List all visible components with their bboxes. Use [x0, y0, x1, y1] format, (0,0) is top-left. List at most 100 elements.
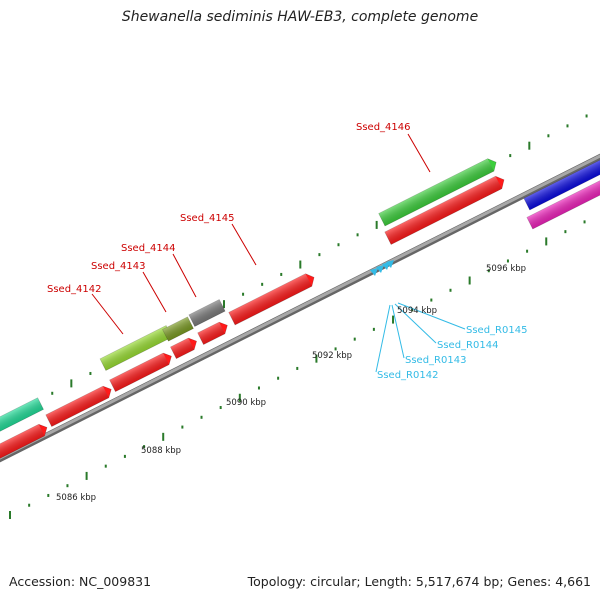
minor-tick	[526, 249, 529, 253]
gene-labels: Ssed_4142 Ssed_4143 Ssed_4144 Ssed_4145 …	[47, 122, 411, 295]
minor-tick	[449, 288, 452, 292]
minor-tick	[89, 371, 92, 375]
rrna-cluster[interactable]	[370, 260, 394, 276]
genome-features	[0, 156, 600, 459]
scale-label: 5092 kbp	[312, 351, 352, 361]
minor-tick	[318, 253, 321, 257]
scale-labels: 5086 kbp 5088 kbp 5090 kbp 5092 kbp 5094…	[56, 264, 526, 503]
cds-misc-teal-shade	[0, 397, 44, 439]
scale-label: 5088 kbp	[141, 446, 181, 456]
cds-reverse[interactable]	[45, 383, 114, 427]
pseudogene[interactable]	[188, 299, 226, 327]
accession-label: Accession: NC_009831	[9, 574, 152, 589]
cds-reverse-shade	[197, 322, 225, 345]
minor-tick	[585, 114, 588, 118]
leader-line	[397, 302, 466, 330]
minor-tick	[242, 292, 245, 296]
minor-tick	[277, 376, 280, 380]
minor-tick	[372, 327, 375, 331]
cds-forward[interactable]	[378, 156, 500, 227]
cds-reverse[interactable]	[109, 350, 175, 393]
minor-tick	[564, 230, 567, 234]
major-tick	[70, 379, 73, 388]
rrna-label[interactable]: Ssed_R0143	[405, 355, 466, 366]
major-tick	[238, 393, 241, 402]
cds-reverse-shade	[170, 338, 195, 359]
cds-reverse-shade	[45, 386, 109, 427]
cds-reverse-shade	[0, 424, 45, 459]
cds-reverse[interactable]	[228, 271, 317, 326]
cds-reverse[interactable]	[0, 422, 50, 459]
minor-tick	[219, 406, 222, 410]
minor-tick	[257, 386, 260, 390]
minor-tick	[509, 154, 512, 158]
minor-tick	[334, 347, 337, 351]
cds-reverse-shade	[109, 353, 170, 392]
major-tick	[392, 315, 395, 324]
minor-tick	[296, 366, 299, 370]
gene-label[interactable]: Ssed_4142	[47, 284, 102, 295]
gene-label[interactable]: Ssed_4143	[91, 261, 146, 272]
major-tick	[468, 276, 471, 285]
minor-tick	[547, 134, 550, 138]
map-title: Shewanella sediminis HAW-EB3, complete g…	[121, 9, 479, 25]
minor-tick	[506, 259, 509, 263]
minor-tick	[51, 391, 54, 395]
minor-tick	[353, 337, 356, 341]
minor-tick	[47, 493, 50, 497]
cds-misc-magenta-shade	[526, 176, 600, 230]
gene-label[interactable]: Ssed_4144	[121, 243, 176, 254]
genome-summary: Topology: circular; Length: 5,517,674 bp…	[247, 574, 591, 589]
rrna-arrow-icon	[376, 265, 384, 273]
cds-misc-olive-shade	[162, 316, 194, 342]
cds-misc-olive[interactable]	[162, 316, 194, 342]
major-tick	[315, 354, 318, 363]
minor-tick	[28, 503, 31, 507]
rrna-label[interactable]: Ssed_R0142	[377, 370, 438, 381]
major-tick	[85, 471, 88, 480]
leader-line	[407, 133, 431, 173]
leader-line	[231, 223, 257, 266]
cds-misc-blue[interactable]	[523, 157, 600, 211]
rrna-arrow-icon	[386, 260, 394, 268]
scale-label: 5094 kbp	[397, 306, 437, 316]
label-leader-lines	[91, 133, 466, 373]
tick-tracks	[9, 114, 588, 519]
minor-tick	[430, 298, 433, 302]
cds-reverse[interactable]	[170, 335, 199, 360]
scale-label: 5086 kbp	[56, 493, 96, 503]
scale-label: 5096 kbp	[486, 264, 526, 274]
minor-tick	[66, 484, 69, 488]
leader-line	[172, 253, 197, 298]
major-tick	[545, 237, 548, 246]
gene-label[interactable]: Ssed_4146	[356, 122, 411, 133]
major-tick	[222, 300, 225, 309]
leader-line	[391, 304, 405, 359]
leader-line	[142, 271, 167, 313]
leader-line	[375, 304, 391, 373]
major-tick	[375, 220, 378, 229]
rrna-label[interactable]: Ssed_R0144	[437, 340, 498, 351]
rrna-labels: Ssed_R0142 Ssed_R0143 Ssed_R0144 Ssed_R0…	[377, 325, 527, 381]
cds-misc-teal[interactable]	[0, 397, 44, 439]
cds-reverse[interactable]	[197, 319, 231, 345]
rrna-arrow-icon	[370, 268, 378, 276]
rrna-label[interactable]: Ssed_R0145	[466, 325, 527, 336]
gene-label[interactable]: Ssed_4145	[180, 213, 235, 224]
minor-tick	[280, 272, 283, 276]
cds-misc-magenta[interactable]	[526, 176, 600, 230]
minor-tick	[337, 243, 340, 247]
cds-misc-yellowgreen-shade	[100, 325, 172, 371]
cds-reverse-shade	[384, 176, 502, 245]
major-tick	[9, 511, 11, 519]
cds-reverse-shade	[228, 273, 312, 325]
minor-tick	[356, 233, 359, 237]
cds-reverse[interactable]	[384, 174, 507, 245]
scale-label: 5090 kbp	[226, 398, 266, 408]
pseudogene-shade	[188, 299, 226, 327]
minor-tick	[583, 220, 586, 224]
genome-backbone	[0, 153, 600, 463]
minor-tick	[200, 415, 203, 419]
cds-forward-shade	[378, 158, 494, 227]
